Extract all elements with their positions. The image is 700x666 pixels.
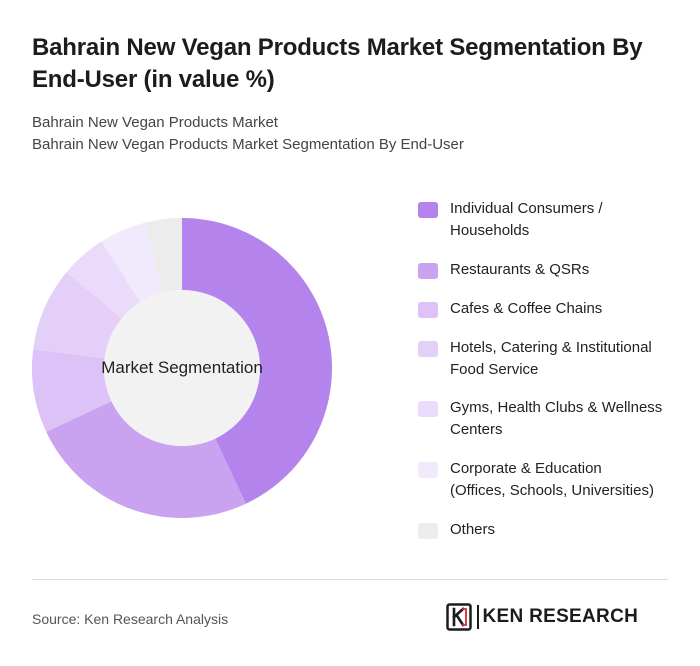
legend-swatch [418,341,438,357]
legend-swatch [418,202,438,218]
donut-slice-3 [32,349,112,432]
legend-label: Cafes & Coffee Chains [450,298,602,320]
subtitle-line-market: Bahrain New Vegan Products Market [32,114,278,131]
donut-slice-6 [101,222,163,303]
legend-label: Others [450,519,495,541]
legend-item-4: Hotels, Catering & Institutional Food Ser… [418,337,680,381]
legend-label: Gyms, Health Clubs & Wellness Centers [450,397,662,441]
subtitle-line-segmentation: Bahrain New Vegan Products Market Segmen… [32,136,464,153]
legend-label-line: (Offices, Schools, Universities) [450,482,654,499]
legend-label-line: Households [450,222,530,239]
legend-label-line: Restaurants & QSRs [450,261,590,278]
legend-label-line: Others [450,521,496,538]
legend-item-7: Others [418,519,680,541]
legend-swatch [418,523,438,539]
legend-item-5: Gyms, Health Clubs & Wellness Centers [418,397,680,441]
legend-swatch [418,302,438,318]
legend-item-6: Corporate & Education (Offices, Schools, … [418,458,680,502]
donut-slice-4 [33,272,122,359]
legend-label: Individual Consumers / Households [450,198,603,242]
legend-label: Corporate & Education (Offices, Schools, … [450,458,654,502]
ken-research-logo-icon [446,603,472,631]
legend-item-2: Restaurants & QSRs [418,259,680,281]
donut-slice-1 [182,218,332,504]
ken-research-logo: KEN RESEARCH [446,602,638,632]
legend-label-line: Hotels, Catering & Institutional [450,339,652,356]
legend-swatch [418,263,438,279]
legend-swatch [418,462,438,478]
source-note: Source: Ken Research Analysis [32,611,229,627]
legend-item-3: Cafes & Coffee Chains [418,298,680,320]
footer-divider [32,579,668,580]
legend-label-line: Cafes & Coffee Chains [450,300,603,317]
donut-chart [32,218,332,518]
legend-label-line: Corporate & Education [450,460,602,477]
legend-label-line: Gyms, Health Clubs & Wellness [450,399,663,416]
legend-label-line: Centers [450,421,503,438]
donut-slice-2 [46,401,246,518]
legend-label: Restaurants & QSRs [450,259,589,281]
legend-swatch [418,401,438,417]
legend-item-1: Individual Consumers / Households [418,198,680,242]
legend-label-line: Individual Consumers / [450,200,603,217]
legend-label-line: Food Service [450,361,539,378]
logo-separator [477,605,479,629]
legend-label: Hotels, Catering & Institutional Food Ser… [450,337,652,381]
donut-slice-7 [144,218,182,293]
donut-hole [104,290,260,446]
donut-slice-5 [66,241,141,319]
chart-subtitle: Bahrain New Vegan Products Market Bahrai… [32,112,672,156]
chart-title: Bahrain New Vegan Products Market Segmen… [32,34,643,93]
ken-research-logo-text: KEN RESEARCH [482,606,639,627]
